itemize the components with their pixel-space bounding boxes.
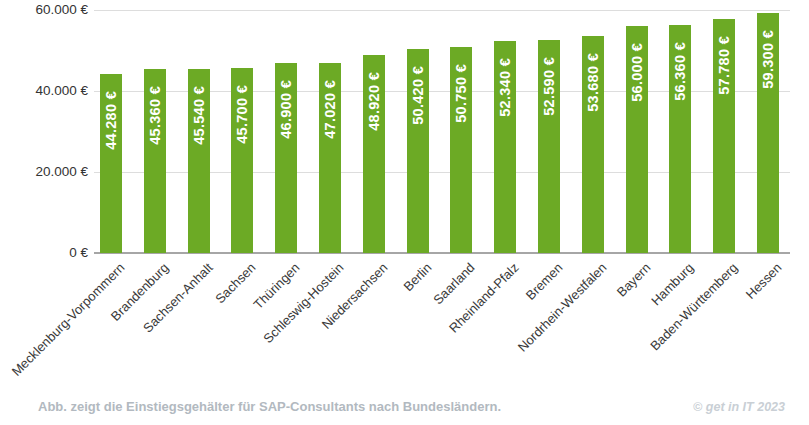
bar-value-label: 50.420 € [410,66,426,125]
bar: 50.750 € [450,47,472,253]
bar-value-label: 52.340 € [497,58,513,117]
bar: 52.340 € [494,41,516,253]
copyright-note: © get in IT 2023 [693,400,785,414]
y-axis-tick-label: 20.000 € [0,163,88,181]
bar-value-label: 56.000 € [629,43,645,102]
bar-chart: 0 €20.000 €40.000 €60.000 €44.280 €Meckl… [0,0,809,425]
bar: 47.020 € [319,63,341,253]
bar-value-label: 44.280 € [103,91,119,150]
gridline [94,10,790,11]
bar: 46.900 € [275,63,297,253]
bar-value-label: 45.540 € [191,86,207,145]
bar: 56.000 € [626,26,648,253]
bar-value-label: 59.300 € [760,30,776,89]
bar-value-label: 45.360 € [147,86,163,145]
bar: 45.700 € [231,68,253,253]
bar-value-label: 50.750 € [453,64,469,123]
bar-value-label: 56.360 € [672,42,688,101]
bar-value-label: 52.590 € [541,57,557,116]
bar-value-label: 57.780 € [716,36,732,95]
bar-value-label: 45.700 € [234,85,250,144]
bar-value-label: 47.020 € [322,80,338,139]
bar: 59.300 € [757,13,779,253]
figure-caption: Abb. zeigt die Einstiegsgehälter für SAP… [38,399,501,414]
bar: 44.280 € [100,74,122,253]
bar: 48.920 € [363,55,385,253]
bar: 52.590 € [538,40,560,253]
bar: 45.360 € [144,69,166,253]
bar: 57.780 € [713,19,735,253]
y-axis-tick-label: 60.000 € [0,1,88,19]
y-axis-tick-label: 40.000 € [0,82,88,100]
y-axis-tick-label: 0 € [0,244,88,262]
bar-value-label: 46.900 € [278,80,294,139]
bar-value-label: 53.680 € [585,53,601,112]
bar: 53.680 € [582,36,604,253]
bar: 45.540 € [188,69,210,253]
bar-value-label: 48.920 € [366,72,382,131]
bar: 56.360 € [669,25,691,253]
bar: 50.420 € [407,49,429,253]
